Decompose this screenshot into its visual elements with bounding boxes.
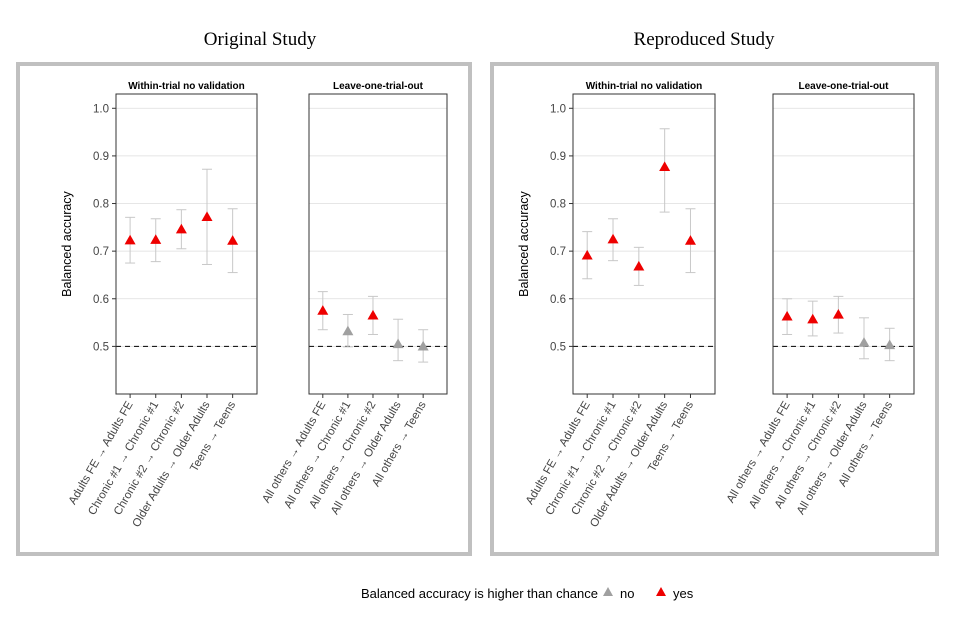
legend-label-no: no — [620, 586, 634, 601]
data-point-no — [392, 338, 404, 349]
y-tick-label: 1.0 — [93, 103, 109, 115]
y-tick-label: 1.0 — [550, 103, 566, 115]
subplot-title: Leave-one-trial-out — [798, 81, 889, 92]
data-point-yes — [832, 308, 844, 319]
legend-marker-no — [603, 587, 613, 596]
y-axis-label: Balanced accuracy — [60, 190, 74, 296]
legend-marker-yes — [656, 587, 666, 596]
plot-border — [115, 93, 258, 395]
data-point-yes — [807, 313, 819, 324]
plot-border — [772, 93, 915, 395]
data-point-yes — [581, 249, 593, 260]
data-point-yes — [150, 234, 162, 244]
data-point-yes — [201, 211, 213, 221]
data-point-yes — [367, 309, 379, 320]
subplot-within-trial: Within-trial no validation 0.5 0.6 0.7 0.8 0.… — [60, 81, 258, 530]
panel-frame — [16, 62, 472, 556]
y-tick-label: 0.9 — [550, 151, 566, 163]
y-tick-label: 0.6 — [550, 294, 566, 306]
y-tick-label: 0.9 — [93, 151, 109, 163]
y-tick-label: 0.8 — [93, 199, 109, 211]
legend-label-yes: yes — [673, 586, 694, 601]
data-point-yes — [227, 235, 239, 245]
y-tick-label: 0.7 — [550, 246, 566, 258]
y-tick-label: 0.5 — [93, 341, 109, 353]
y-axis-label: Balanced accuracy — [517, 190, 531, 296]
data-point-yes — [633, 260, 645, 271]
data-point-yes — [175, 223, 187, 234]
study-panel-reproduced: Reproduced Study Within-trial no validati… — [490, 29, 939, 556]
data-point-yes — [659, 161, 671, 171]
y-tick-label: 0.5 — [550, 341, 566, 353]
data-point-yes — [684, 235, 696, 245]
data-point-yes — [317, 305, 329, 315]
plot-border — [572, 93, 716, 395]
legend-title: Balanced accuracy is higher than chance — [361, 586, 598, 601]
data-point-no — [342, 325, 354, 336]
panel-title: Reproduced Study — [634, 29, 775, 50]
data-point-yes — [607, 233, 619, 244]
plot-border — [308, 93, 448, 395]
data-point-no — [417, 340, 429, 351]
y-tick-label: 0.7 — [93, 246, 109, 258]
subplot-title: Within-trial no validation — [586, 81, 703, 92]
data-point-no — [858, 337, 870, 347]
study-panel-original: Original Study Within-trial no validation… — [16, 29, 472, 556]
data-point-yes — [781, 310, 793, 321]
data-point-yes — [124, 234, 136, 245]
y-tick-label: 0.8 — [550, 199, 566, 211]
legend: Balanced accuracy is higher than chance n… — [361, 586, 694, 601]
subplot-title: Within-trial no validation — [128, 81, 245, 92]
y-tick-label: 0.6 — [93, 294, 109, 306]
panel-title: Original Study — [204, 29, 317, 50]
data-point-no — [884, 339, 896, 350]
subplot-title: Leave-one-trial-out — [333, 81, 424, 92]
